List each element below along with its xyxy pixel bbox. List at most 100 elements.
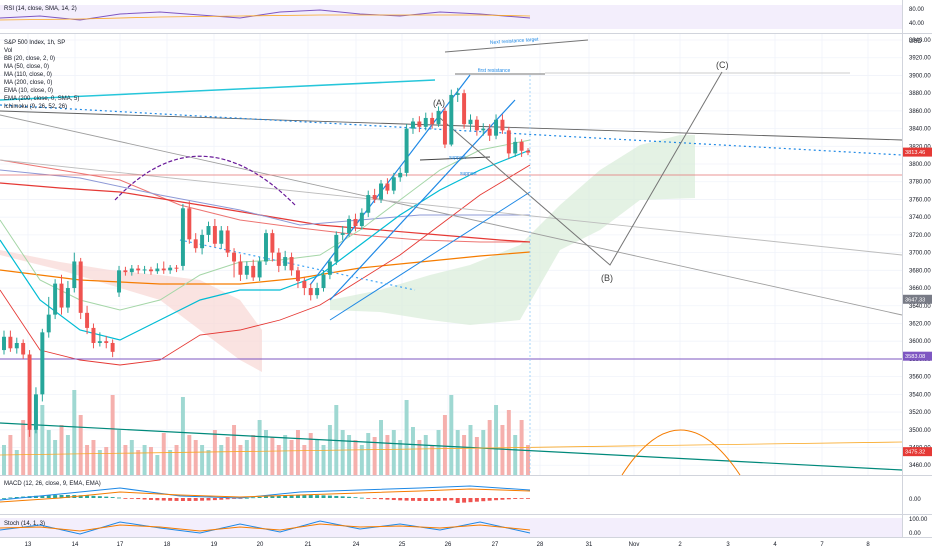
candle-body <box>33 394 38 430</box>
time-tick-label: 26 <box>445 542 452 548</box>
price-tick-label: 3660.00 <box>909 286 931 292</box>
macd-histogram-bar <box>174 498 179 501</box>
macd-histogram-bar <box>46 495 51 498</box>
time-tick-label: 18 <box>164 542 171 548</box>
volume-bar <box>161 433 166 475</box>
volume-bar <box>385 435 390 475</box>
price-axis[interactable]: 3940.00 3920.00 3900.00 3880.00 3860.00 3840.… <box>909 38 931 469</box>
price-tick-label: 3520.00 <box>909 410 931 416</box>
volume-bar <box>391 430 396 475</box>
rsi-label[interactable]: RSI (14, close, SMA, 14, 2) <box>4 6 77 12</box>
stoch-label[interactable]: Stoch (14, 1, 3) <box>4 521 45 527</box>
annotation-next-resistance: Next resistance target <box>490 37 540 46</box>
volume-bar <box>59 425 64 475</box>
macd-histogram-bar <box>455 498 460 504</box>
candle-body <box>500 119 505 131</box>
time-axis[interactable]: 13 14 17 18 19 20 21 24 25 26 27 28 31 Nov 2 3 4 7 8 <box>25 542 871 548</box>
candle-body <box>379 183 384 200</box>
candle-body <box>212 226 217 244</box>
price-tick-label: 3500.00 <box>909 428 931 434</box>
candle-body <box>244 265 249 275</box>
candle-body <box>129 268 134 273</box>
candle-body <box>219 230 224 244</box>
candle-body <box>142 269 147 271</box>
volume-bar <box>200 445 205 475</box>
ichimoku-cloud-bearish <box>0 250 262 372</box>
ichimoku-cloud-bullish <box>330 135 695 325</box>
macd-histogram-bar <box>276 495 281 498</box>
volume-bar <box>148 447 153 475</box>
price-tick-label: 3620.00 <box>909 321 931 327</box>
macd-histogram-bar <box>200 498 205 501</box>
candle-body <box>410 121 415 129</box>
candle-body <box>353 218 358 227</box>
volume-bar <box>257 420 262 475</box>
macd-signal-line <box>0 488 531 503</box>
candle-body <box>474 119 479 131</box>
volume-bar <box>359 445 364 475</box>
candle-body <box>404 128 409 173</box>
time-tick-label: 27 <box>492 542 499 548</box>
ma-200-line <box>0 182 531 243</box>
candle-body <box>238 261 243 275</box>
volume-bar <box>238 445 243 475</box>
trend-line-falling <box>0 114 903 316</box>
macd-histogram-bar <box>423 498 428 501</box>
volume-bar <box>487 420 492 475</box>
candle-body <box>161 268 166 271</box>
candle-body <box>372 195 377 200</box>
macd-histogram-bar <box>270 496 275 498</box>
rsi-band <box>0 5 902 29</box>
time-tick-label: 25 <box>399 542 406 548</box>
macd-histogram-bar <box>327 495 332 498</box>
rsi-sma-line <box>0 14 531 21</box>
macd-histogram-bar <box>462 498 467 503</box>
volume-bar <box>494 405 499 475</box>
volume-bar <box>46 430 51 475</box>
macd-histogram-bar <box>155 498 160 501</box>
macd-histogram-bar <box>321 495 326 498</box>
price-badge-label: 3583.08 <box>905 354 925 360</box>
macd-histogram-bar <box>295 495 300 498</box>
candle-body <box>180 208 185 266</box>
volume-bar <box>500 425 505 475</box>
volume-bar <box>104 447 109 475</box>
volume-bar <box>474 437 479 475</box>
macd-histogram-bar <box>417 498 422 501</box>
price-tick-label: 3740.00 <box>909 215 931 221</box>
macd-label[interactable]: MACD (12, 26, close, 9, EMA, EMA) <box>4 481 101 487</box>
price-tick-label: 3780.00 <box>909 180 931 186</box>
candle-body <box>289 257 294 271</box>
candle-body <box>519 141 524 151</box>
macd-histogram-bar <box>264 496 268 498</box>
volume-series <box>2 385 530 475</box>
candle-body <box>8 336 13 349</box>
ma-50-line <box>0 169 530 226</box>
candle-body <box>72 261 77 289</box>
candle-body <box>494 119 499 136</box>
macd-histogram-bar <box>257 496 262 498</box>
volume-bar <box>53 440 58 475</box>
candle-body <box>257 261 262 278</box>
macd-histogram-bar <box>436 498 441 501</box>
rsi-tick-80: 80.00 <box>909 7 925 13</box>
time-tick-label: 4 <box>773 542 777 548</box>
volume-bar <box>449 395 454 475</box>
time-tick-label: Nov <box>629 542 640 548</box>
candle-body <box>302 280 307 289</box>
candle-body <box>21 342 26 355</box>
candle-body <box>104 341 109 343</box>
candle-body <box>232 252 237 262</box>
volume-bar <box>212 430 217 475</box>
candle-body <box>481 128 486 131</box>
candle-body <box>117 270 122 293</box>
time-tick-label: 8 <box>866 542 870 548</box>
macd-histogram-bar <box>308 495 313 498</box>
price-tick-label: 3920.00 <box>909 56 931 62</box>
price-tick-label: 3840.00 <box>909 127 931 133</box>
macd-histogram-bar <box>251 497 256 499</box>
ma-110-line <box>0 251 531 285</box>
candle-body <box>308 288 313 296</box>
elliott-wave-projection <box>439 71 723 266</box>
